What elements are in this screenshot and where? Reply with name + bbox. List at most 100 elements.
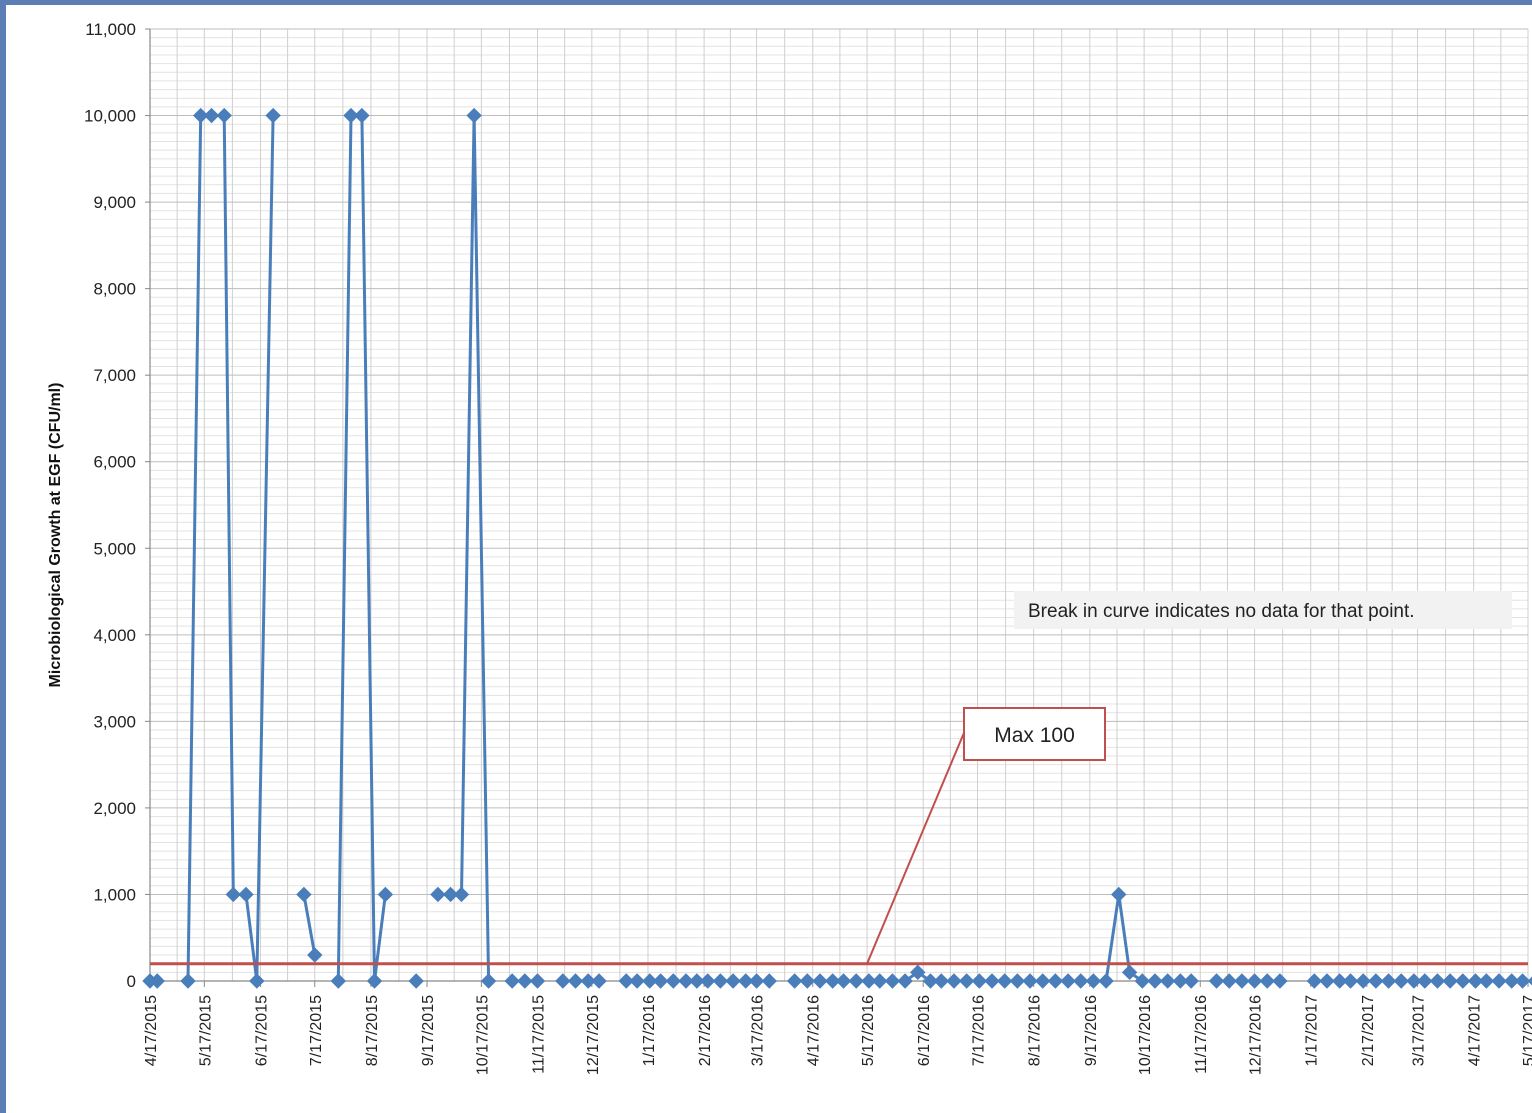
data-point bbox=[652, 973, 669, 989]
max-callout: Max 100 bbox=[866, 707, 1106, 965]
y-tick-label: 4,000 bbox=[93, 626, 136, 645]
x-tick-label: 12/17/2016 bbox=[1248, 995, 1265, 1075]
note-annotation: Break in curve indicates no data for tha… bbox=[1014, 591, 1512, 629]
data-point bbox=[933, 973, 950, 989]
y-tick-labels: 0 1,000 2,000 3,000 4,000 5,000 6,000 7,000 8,00… bbox=[84, 20, 136, 991]
x-tick-label: 1/17/2016 bbox=[641, 995, 658, 1066]
data-point bbox=[330, 973, 347, 989]
data-point bbox=[504, 973, 520, 989]
data-point bbox=[1342, 973, 1359, 989]
data-point bbox=[442, 886, 459, 903]
series-microbiological-growth bbox=[142, 107, 1532, 989]
data-point bbox=[238, 886, 254, 903]
data-point bbox=[1406, 973, 1422, 989]
data-point bbox=[1319, 973, 1335, 989]
x-tick-label: 5/17/2017 bbox=[1521, 995, 1532, 1066]
data-point bbox=[1022, 973, 1038, 989]
data-point bbox=[1147, 973, 1163, 989]
data-point bbox=[1134, 973, 1151, 989]
data-point bbox=[366, 973, 383, 989]
data-point bbox=[1098, 973, 1114, 989]
data-point bbox=[897, 973, 913, 989]
data-point bbox=[835, 973, 852, 989]
data-point bbox=[408, 973, 424, 989]
data-point bbox=[203, 107, 220, 124]
data-point bbox=[971, 973, 988, 989]
axes bbox=[145, 28, 1529, 987]
data-point bbox=[453, 886, 470, 903]
data-point bbox=[725, 973, 741, 989]
x-tick-label: 5/17/2015 bbox=[197, 995, 214, 1066]
data-point bbox=[1183, 973, 1199, 989]
data-point bbox=[1060, 973, 1076, 989]
data-point bbox=[1355, 973, 1371, 989]
note-background bbox=[1014, 591, 1512, 629]
data-point bbox=[216, 107, 232, 124]
data-point bbox=[872, 973, 888, 989]
data-point bbox=[712, 973, 729, 989]
x-tick-label: 6/17/2015 bbox=[253, 995, 270, 1066]
x-tick-label: 4/17/2015 bbox=[143, 995, 160, 1066]
data-point bbox=[824, 973, 841, 989]
data-point bbox=[738, 973, 754, 989]
x-tick-label: 6/17/2016 bbox=[916, 995, 933, 1066]
y-tick-label: 8,000 bbox=[93, 280, 136, 299]
data-point bbox=[1331, 973, 1348, 989]
data-point bbox=[149, 973, 165, 989]
x-tick-label: 9/17/2016 bbox=[1083, 995, 1100, 1066]
data-point bbox=[848, 973, 864, 989]
data-point bbox=[567, 973, 584, 989]
y-tick-label: 11,000 bbox=[85, 20, 136, 39]
data-point bbox=[265, 107, 281, 124]
data-point bbox=[629, 973, 645, 989]
data-point bbox=[296, 886, 312, 903]
data-point bbox=[1272, 973, 1288, 989]
data-point bbox=[480, 973, 497, 989]
data-point bbox=[861, 973, 877, 989]
data-point bbox=[343, 107, 359, 124]
data-point bbox=[1514, 973, 1531, 989]
data-point bbox=[642, 973, 658, 989]
y-tick-label: 3,000 bbox=[93, 712, 136, 731]
data-point bbox=[1368, 973, 1384, 989]
y-tick-label: 10,000 bbox=[84, 107, 136, 126]
data-point bbox=[1172, 973, 1189, 989]
data-point bbox=[1085, 973, 1102, 989]
data-point bbox=[1306, 973, 1323, 989]
x-tick-label: 11/17/2015 bbox=[531, 995, 548, 1074]
y-tick-label: 7,000 bbox=[93, 366, 136, 385]
data-point bbox=[1208, 973, 1225, 989]
gridlines bbox=[149, 28, 1529, 982]
data-point bbox=[1429, 973, 1446, 989]
data-point bbox=[1442, 973, 1458, 989]
y-tick-label: 5,000 bbox=[93, 539, 136, 558]
y-tick-label: 9,000 bbox=[93, 193, 136, 212]
x-tick-label: 10/17/2015 bbox=[474, 995, 491, 1075]
y-axis-title: Microbiological Growth at EGF (CFU/ml) bbox=[47, 383, 64, 688]
y-tick-label: 6,000 bbox=[93, 453, 136, 472]
y-tick-label: 2,000 bbox=[93, 799, 136, 818]
x-tick-label: 3/17/2016 bbox=[750, 995, 767, 1066]
data-point bbox=[1478, 973, 1495, 989]
data-point bbox=[884, 973, 901, 989]
data-point bbox=[748, 973, 765, 989]
x-tick-label: 7/17/2015 bbox=[308, 995, 325, 1066]
x-tick-label: 1/17/2017 bbox=[1304, 995, 1321, 1066]
data-point bbox=[1234, 973, 1250, 989]
note-text: Break in curve indicates no data for tha… bbox=[1028, 601, 1415, 622]
chart: 0 1,000 2,000 3,000 4,000 5,000 6,000 7,000 8,00… bbox=[47, 20, 1532, 1075]
x-tick-label: 3/17/2017 bbox=[1411, 995, 1428, 1066]
x-tick-labels: 4/17/2015 5/17/2015 6/17/2015 7/17/2015 8/17… bbox=[143, 995, 1532, 1075]
data-point bbox=[1467, 973, 1484, 989]
data-point bbox=[958, 973, 975, 989]
data-point bbox=[354, 107, 370, 124]
data-point bbox=[1111, 886, 1127, 903]
data-point bbox=[799, 973, 816, 989]
data-point bbox=[430, 886, 446, 903]
data-point bbox=[1246, 973, 1263, 989]
data-point bbox=[1380, 973, 1397, 989]
data-point bbox=[996, 973, 1013, 989]
y-tick-label: 1,000 bbox=[93, 885, 136, 904]
x-tick-label: 8/17/2015 bbox=[364, 995, 381, 1066]
